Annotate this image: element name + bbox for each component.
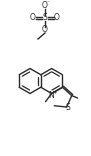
Text: S: S: [43, 14, 47, 22]
Text: O: O: [42, 2, 48, 10]
Text: N: N: [48, 91, 54, 100]
Text: O: O: [54, 14, 60, 22]
Text: +: +: [52, 90, 57, 95]
Text: O: O: [42, 25, 48, 34]
Text: O: O: [30, 14, 36, 22]
Text: S: S: [66, 102, 71, 112]
Text: ⁻: ⁻: [47, 1, 50, 6]
